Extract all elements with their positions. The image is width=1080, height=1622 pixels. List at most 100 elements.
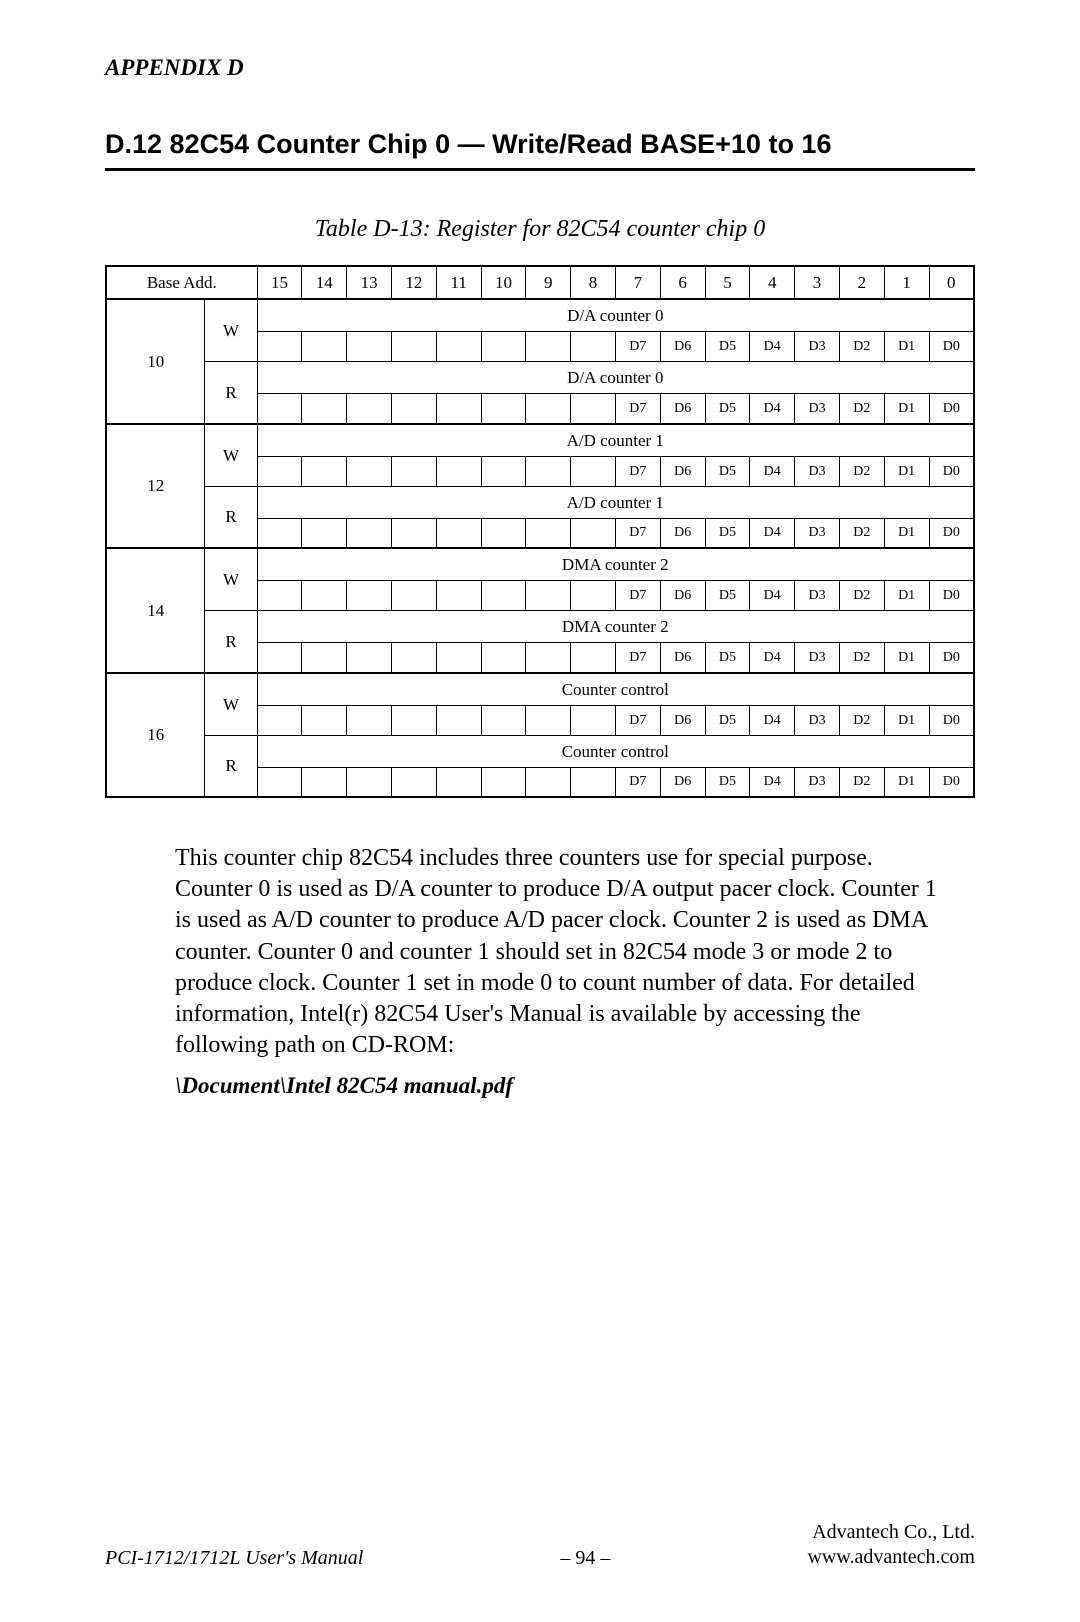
table-data-bit: D5	[705, 518, 750, 548]
table-empty-cell	[526, 767, 571, 797]
page-footer: PCI-1712/1712L User's Manual – 94 – Adva…	[105, 1520, 975, 1570]
table-empty-cell	[347, 705, 392, 735]
table-empty-cell	[347, 332, 392, 362]
table-header-bit: 3	[795, 266, 840, 299]
register-table: Base Add.151413121110987654321010WD/A co…	[105, 265, 975, 798]
table-counter-label: DMA counter 2	[257, 611, 974, 643]
table-empty-cell	[481, 581, 526, 611]
table-data-bit: D7	[615, 581, 660, 611]
table-empty-cell	[391, 705, 436, 735]
table-data-bit: D3	[795, 518, 840, 548]
table-empty-cell	[257, 581, 302, 611]
table-data-bit: D2	[839, 581, 884, 611]
footer-url: www.advantech.com	[807, 1545, 975, 1570]
table-header-bit: 9	[526, 266, 571, 299]
table-empty-cell	[481, 518, 526, 548]
table-header-bit: 10	[481, 266, 526, 299]
table-data-bit: D3	[795, 643, 840, 673]
table-empty-cell	[302, 767, 347, 797]
table-data-bit: D0	[929, 581, 974, 611]
table-empty-cell	[481, 332, 526, 362]
table-header-base: Base Add.	[106, 266, 257, 299]
table-data-bit: D7	[615, 456, 660, 486]
table-empty-cell	[391, 456, 436, 486]
table-empty-cell	[347, 643, 392, 673]
table-empty-cell	[257, 332, 302, 362]
table-data-bit: D6	[660, 456, 705, 486]
table-empty-cell	[257, 705, 302, 735]
table-data-bit: D3	[795, 581, 840, 611]
table-header-bit: 2	[839, 266, 884, 299]
table-empty-cell	[436, 394, 481, 424]
table-empty-cell	[571, 394, 616, 424]
table-empty-cell	[347, 394, 392, 424]
table-data-bit: D5	[705, 643, 750, 673]
table-empty-cell	[571, 456, 616, 486]
table-data-bit: D4	[750, 705, 795, 735]
table-data-bit: D1	[884, 643, 929, 673]
table-data-bit: D6	[660, 643, 705, 673]
body-paragraph: This counter chip 82C54 includes three c…	[175, 843, 955, 1061]
table-caption: Table D-13: Register for 82C54 counter c…	[105, 216, 975, 243]
table-empty-cell	[481, 394, 526, 424]
table-data-bit: D4	[750, 394, 795, 424]
table-data-bit: D5	[705, 581, 750, 611]
table-data-bit: D4	[750, 456, 795, 486]
table-header-bit: 13	[347, 266, 392, 299]
table-empty-cell	[571, 643, 616, 673]
table-data-bit: D5	[705, 456, 750, 486]
table-data-bit: D2	[839, 332, 884, 362]
table-header-bit: 14	[302, 266, 347, 299]
table-empty-cell	[257, 767, 302, 797]
table-data-bit: D1	[884, 705, 929, 735]
table-data-bit: D6	[660, 581, 705, 611]
table-empty-cell	[391, 643, 436, 673]
table-rw: W	[205, 673, 257, 736]
table-data-bit: D7	[615, 394, 660, 424]
table-empty-cell	[257, 518, 302, 548]
table-header-bit: 4	[750, 266, 795, 299]
table-empty-cell	[571, 705, 616, 735]
table-rw: W	[205, 299, 257, 362]
table-data-bit: D2	[839, 456, 884, 486]
table-data-bit: D6	[660, 518, 705, 548]
table-empty-cell	[391, 394, 436, 424]
table-data-bit: D4	[750, 332, 795, 362]
table-data-bit: D0	[929, 394, 974, 424]
table-data-bit: D6	[660, 767, 705, 797]
document-path: \Document\Intel 82C54 manual.pdf	[175, 1073, 975, 1099]
table-header-bit: 7	[615, 266, 660, 299]
table-empty-cell	[302, 705, 347, 735]
table-data-bit: D1	[884, 332, 929, 362]
table-rw: R	[205, 735, 257, 797]
table-empty-cell	[436, 705, 481, 735]
table-empty-cell	[526, 581, 571, 611]
footer-page-number: – 94 –	[560, 1547, 610, 1570]
table-empty-cell	[257, 643, 302, 673]
table-counter-label: Counter control	[257, 673, 974, 706]
table-data-bit: D2	[839, 394, 884, 424]
table-data-bit: D1	[884, 394, 929, 424]
table-empty-cell	[481, 456, 526, 486]
table-counter-label: DMA counter 2	[257, 548, 974, 581]
table-empty-cell	[436, 767, 481, 797]
table-base-address: 14	[106, 548, 205, 673]
table-base-address: 10	[106, 299, 205, 424]
table-empty-cell	[571, 332, 616, 362]
table-base-address: 12	[106, 424, 205, 549]
table-empty-cell	[571, 518, 616, 548]
table-data-bit: D5	[705, 767, 750, 797]
table-data-bit: D0	[929, 518, 974, 548]
table-empty-cell	[302, 643, 347, 673]
table-data-bit: D1	[884, 456, 929, 486]
table-counter-label: D/A counter 0	[257, 299, 974, 332]
table-empty-cell	[302, 581, 347, 611]
table-data-bit: D7	[615, 767, 660, 797]
table-header-bit: 1	[884, 266, 929, 299]
table-data-bit: D3	[795, 767, 840, 797]
table-header-bit: 6	[660, 266, 705, 299]
table-empty-cell	[481, 767, 526, 797]
table-empty-cell	[391, 518, 436, 548]
table-data-bit: D7	[615, 705, 660, 735]
table-rw: W	[205, 424, 257, 487]
